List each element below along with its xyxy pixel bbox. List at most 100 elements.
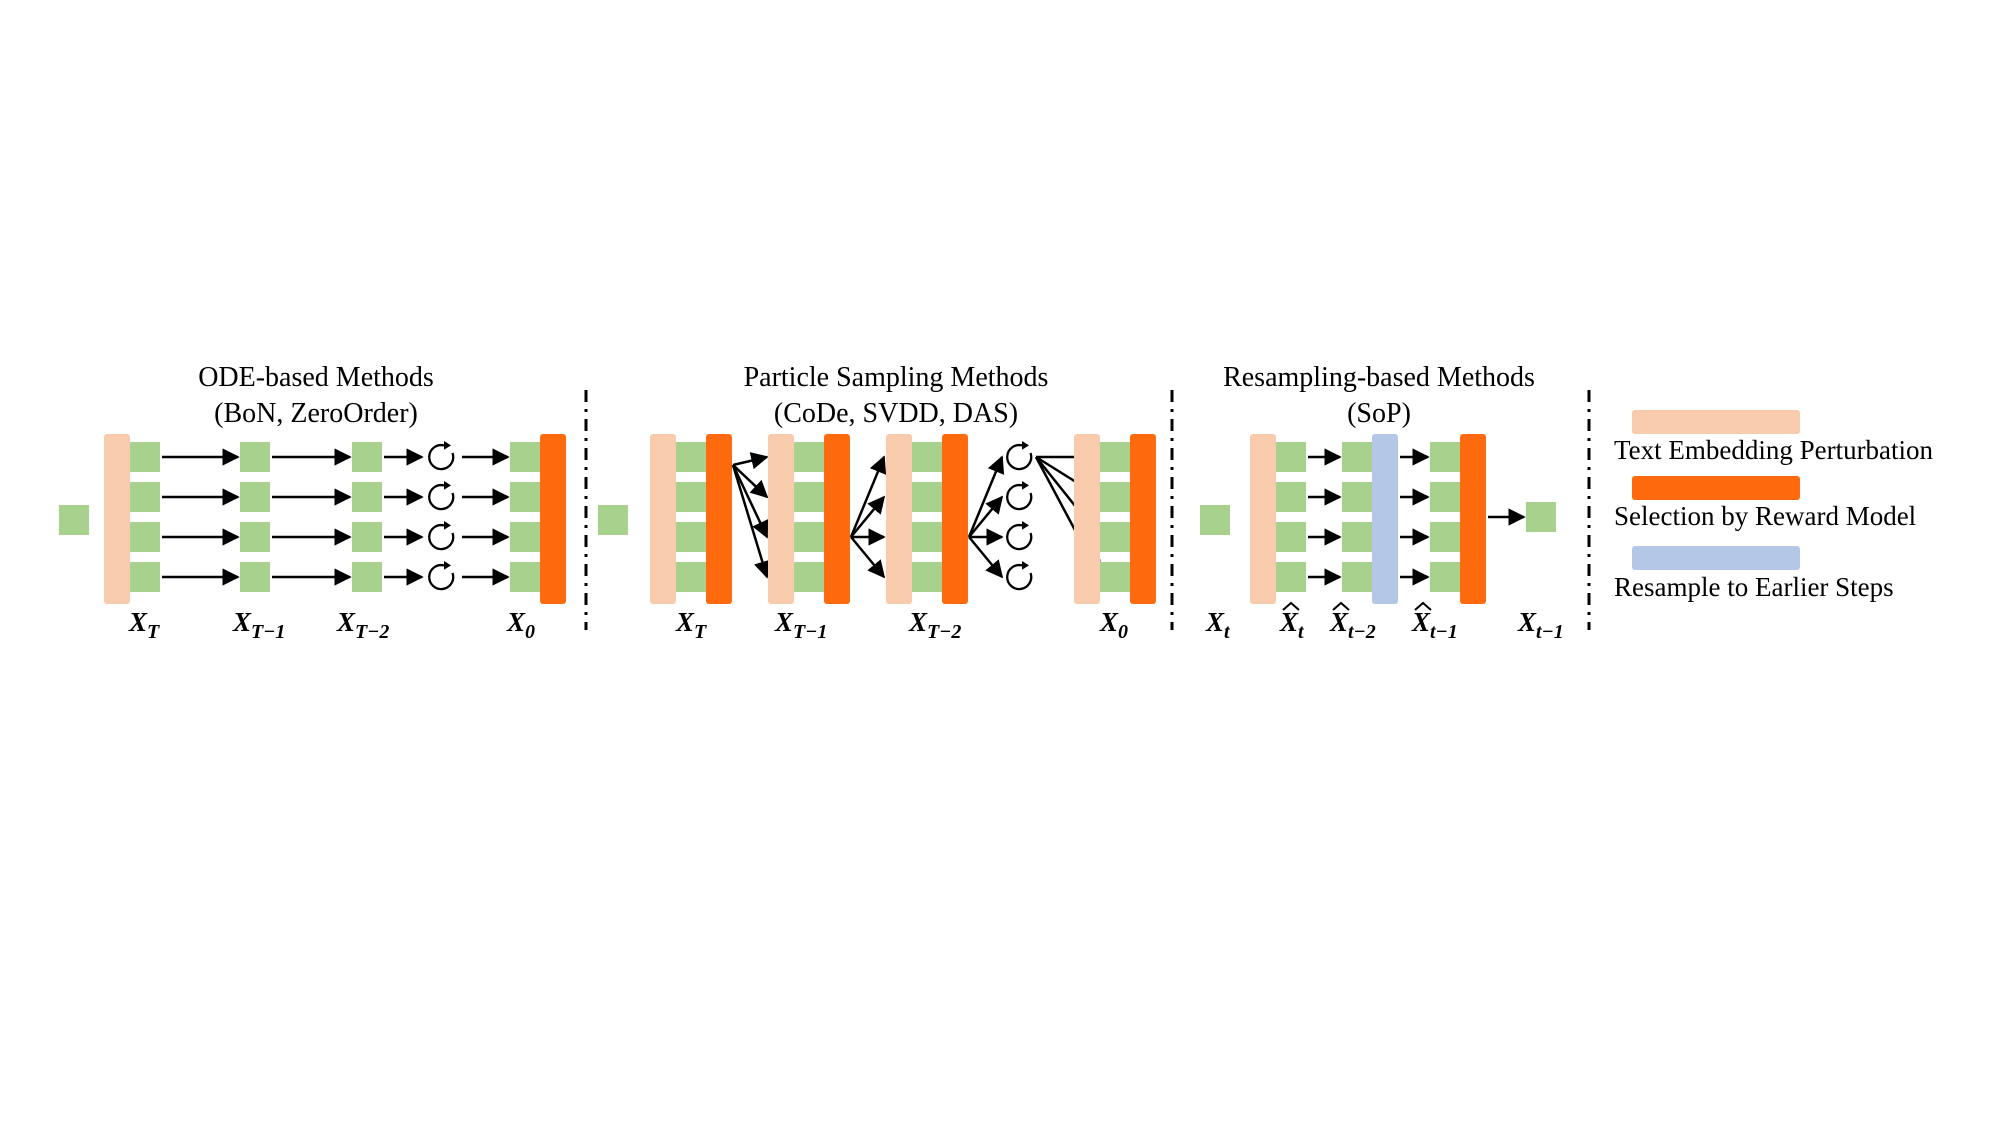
- sample: [1276, 482, 1306, 512]
- resampling-panel-title: Resampling-based Methods: [1223, 362, 1535, 393]
- sample: [1342, 522, 1372, 552]
- sample: [794, 442, 824, 472]
- reward-selection-block: [706, 434, 732, 604]
- refresh-loop-icon: [1006, 561, 1033, 591]
- step-label-base: X: [1099, 607, 1119, 637]
- step-label-sub: T−2: [927, 621, 961, 643]
- sample: [352, 482, 382, 512]
- sample: [1100, 562, 1130, 592]
- sample: [240, 442, 270, 472]
- legend-swatch-perturbation: [1632, 410, 1800, 434]
- sample: [352, 522, 382, 552]
- step-label-sub: t: [1224, 621, 1231, 643]
- step-label-base: X: [1517, 607, 1537, 637]
- text-embedding-perturbation-block: [1250, 434, 1276, 604]
- step-label: Xt: [1279, 607, 1305, 643]
- arrow: [732, 452, 769, 470]
- legend-swatch-selection: [1632, 476, 1800, 500]
- sample: [1430, 442, 1460, 472]
- single-sample: [59, 505, 89, 535]
- reward-selection-block: [1460, 434, 1486, 604]
- arrow: [731, 464, 771, 579]
- ode-panel-subtitle: (BoN, ZeroOrder): [214, 398, 418, 429]
- sample: [1342, 562, 1372, 592]
- refresh-loop-icon: [1006, 441, 1033, 471]
- text-embedding-perturbation-block: [886, 434, 912, 604]
- text-embedding-perturbation-block: [650, 434, 676, 604]
- reward-selection-block: [824, 434, 850, 604]
- text-embedding-perturbation-block: [768, 434, 794, 604]
- sample: [130, 522, 160, 552]
- resample-block: [1372, 434, 1398, 604]
- step-label-sub: t−2: [1348, 621, 1376, 643]
- sample: [130, 562, 160, 592]
- sample: [676, 442, 706, 472]
- step-label: Xt: [1205, 607, 1231, 643]
- step-label-sub: 0: [1118, 621, 1128, 643]
- sample: [1342, 482, 1372, 512]
- step-label-sub: T−1: [793, 621, 827, 643]
- hat-accent: [1282, 601, 1300, 611]
- sample: [352, 442, 382, 472]
- sample: [676, 522, 706, 552]
- sample: [912, 442, 942, 472]
- step-label-base: X: [232, 607, 252, 637]
- refresh-loop-icon: [428, 561, 455, 591]
- step-label: XT−2: [908, 607, 961, 643]
- legend-swatch-resample: [1632, 546, 1800, 570]
- step-label-base: X: [1329, 607, 1349, 637]
- step-label-sub: T: [694, 621, 707, 643]
- step-label-base: X: [774, 607, 794, 637]
- sample: [510, 482, 540, 512]
- sample: [240, 522, 270, 552]
- arrow: [968, 495, 1004, 538]
- step-label: X0: [1099, 607, 1128, 643]
- sample: [240, 482, 270, 512]
- sample: [794, 522, 824, 552]
- sample: [1100, 482, 1130, 512]
- sample: [510, 522, 540, 552]
- sample: [912, 562, 942, 592]
- text-embedding-perturbation-block: [1074, 434, 1100, 604]
- arrow: [967, 455, 1005, 538]
- step-label-base: X: [336, 607, 356, 637]
- sample: [1430, 482, 1460, 512]
- step-label: Xt−2: [1329, 607, 1376, 643]
- sample: [1276, 522, 1306, 552]
- step-label-base: X: [908, 607, 928, 637]
- sample: [794, 482, 824, 512]
- ode-panel-title: ODE-based Methods: [198, 362, 434, 393]
- sample: [1430, 562, 1460, 592]
- sample: [130, 442, 160, 472]
- step-label-sub: t−1: [1430, 621, 1458, 643]
- single-sample: [598, 505, 628, 535]
- arrow: [850, 495, 886, 538]
- particle-panel-title: Particle Sampling Methods: [744, 362, 1049, 393]
- step-label: XT: [128, 607, 160, 643]
- step-label-base: X: [1411, 607, 1431, 637]
- legend-label-resample: Resample to Earlier Steps: [1614, 572, 1894, 602]
- step-label: Xt−1: [1411, 607, 1458, 643]
- step-label: XT−1: [774, 607, 827, 643]
- sample: [510, 562, 540, 592]
- step-label-base: X: [128, 607, 148, 637]
- reward-selection-block: [540, 434, 566, 604]
- particle-panel-subtitle: (CoDe, SVDD, DAS): [774, 398, 1018, 429]
- step-label-sub: t−1: [1536, 621, 1564, 643]
- refresh-loop-icon: [428, 521, 455, 551]
- step-label-sub: 0: [525, 621, 535, 643]
- arrow: [850, 536, 886, 579]
- hat-accent: [1414, 601, 1432, 611]
- arrow: [968, 536, 1004, 579]
- refresh-loop-icon: [1006, 481, 1033, 511]
- step-label-base: X: [1279, 607, 1299, 637]
- step-label: X0: [506, 607, 535, 643]
- step-label: XT−2: [336, 607, 389, 643]
- step-label-sub: T−1: [251, 621, 285, 643]
- step-label-sub: t: [1298, 621, 1305, 643]
- refresh-loop-icon: [428, 481, 455, 511]
- sample: [1276, 562, 1306, 592]
- step-label-base: X: [506, 607, 526, 637]
- step-label-base: X: [1205, 607, 1225, 637]
